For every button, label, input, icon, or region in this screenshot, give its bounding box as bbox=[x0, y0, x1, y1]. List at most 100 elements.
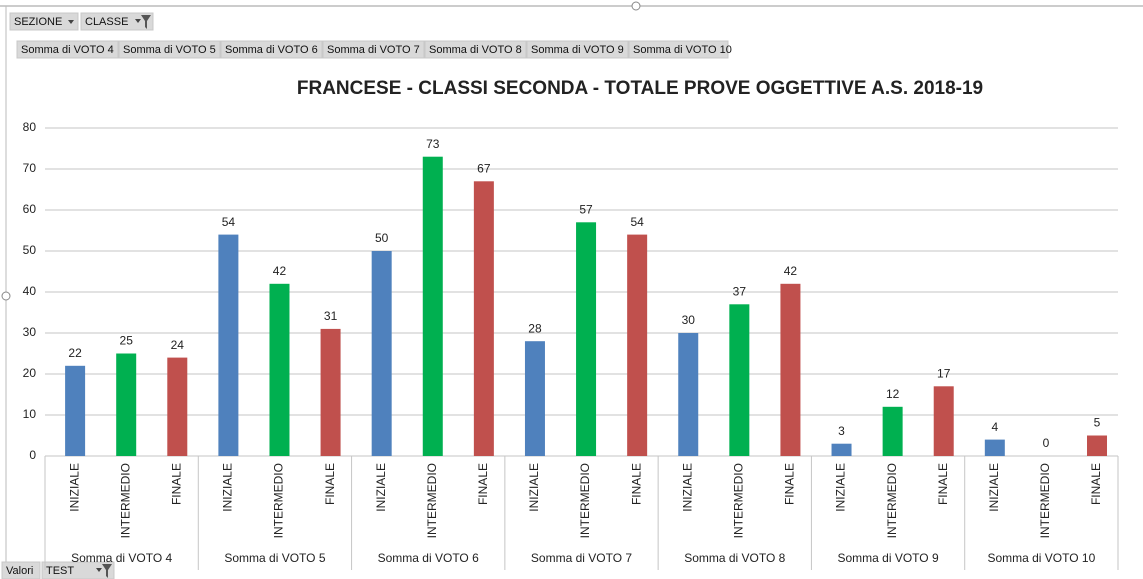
dropdown-arrow bbox=[96, 568, 102, 572]
pivot-button-label: Somma di VOTO 8 bbox=[429, 44, 522, 56]
data-label: 37 bbox=[733, 284, 747, 298]
x-tick-label: FINALE bbox=[629, 463, 643, 505]
bar bbox=[729, 304, 750, 456]
data-label: 67 bbox=[477, 161, 491, 175]
pivot-button[interactable] bbox=[1, 561, 41, 579]
bar bbox=[627, 234, 648, 456]
data-label: 5 bbox=[1094, 416, 1101, 430]
x-tick-label: FINALE bbox=[783, 463, 797, 505]
x-tick-label: FINALE bbox=[323, 463, 337, 505]
filter-icon bbox=[102, 564, 112, 578]
bar bbox=[218, 234, 239, 456]
pivot-button[interactable] bbox=[9, 12, 79, 31]
x-tick-label: INTERMEDIO bbox=[885, 463, 899, 538]
chart-title: FRANCESE - CLASSI SECONDA - TOTALE PROVE… bbox=[297, 78, 983, 99]
x-group-label: Somma di VOTO 4 bbox=[71, 551, 172, 565]
data-label: 0 bbox=[1043, 436, 1050, 450]
data-label: 25 bbox=[120, 334, 134, 348]
pivot-button[interactable] bbox=[80, 12, 154, 31]
x-tick-label: INIZIALE bbox=[834, 463, 848, 512]
pivot-button[interactable] bbox=[526, 40, 629, 59]
x-tick-label: INIZIALE bbox=[987, 463, 1001, 512]
x-group-label: Somma di VOTO 10 bbox=[987, 551, 1095, 565]
pivot-button-label: Somma di VOTO 7 bbox=[327, 44, 420, 56]
pivot-button-label: Valori bbox=[6, 565, 33, 577]
dropdown-arrow bbox=[68, 20, 74, 24]
x-tick-label: INTERMEDIO bbox=[732, 463, 746, 538]
y-tick-label: 40 bbox=[23, 284, 37, 298]
data-label: 54 bbox=[630, 215, 644, 229]
pivot-button-label: TEST bbox=[46, 565, 74, 577]
bar bbox=[678, 333, 699, 456]
bar bbox=[371, 251, 392, 456]
bar bbox=[780, 283, 801, 456]
bar bbox=[933, 386, 954, 456]
x-tick-label: FINALE bbox=[936, 463, 950, 505]
bar bbox=[473, 181, 494, 457]
bar bbox=[882, 406, 903, 456]
bar bbox=[984, 439, 1005, 456]
pivot-button-label: Somma di VOTO 5 bbox=[123, 44, 216, 56]
data-label: 57 bbox=[579, 202, 593, 216]
x-tick-label: INIZIALE bbox=[374, 463, 388, 512]
data-label: 28 bbox=[528, 321, 542, 335]
y-tick-label: 20 bbox=[23, 366, 37, 380]
data-label: 73 bbox=[426, 137, 440, 151]
pivot-button-label: Somma di VOTO 4 bbox=[21, 44, 114, 56]
y-tick-label: 70 bbox=[23, 161, 37, 175]
x-tick-label: FINALE bbox=[169, 463, 183, 505]
pivot-button[interactable] bbox=[628, 40, 729, 59]
x-tick-label: FINALE bbox=[1089, 463, 1103, 505]
x-tick-label: INTERMEDIO bbox=[272, 463, 286, 538]
pivot-button[interactable] bbox=[220, 40, 323, 59]
data-label: 42 bbox=[273, 264, 287, 278]
data-label: 24 bbox=[171, 338, 185, 352]
pivot-button-label: Somma di VOTO 10 bbox=[633, 44, 732, 56]
pivot-button[interactable] bbox=[16, 40, 119, 59]
data-label: 3 bbox=[838, 424, 845, 438]
pivot-button-label: CLASSE bbox=[85, 16, 128, 28]
data-label: 54 bbox=[222, 215, 236, 229]
pivot-button-label: Somma di VOTO 9 bbox=[531, 44, 624, 56]
bar bbox=[831, 443, 852, 456]
bar bbox=[269, 283, 290, 456]
x-group-label: Somma di VOTO 5 bbox=[224, 551, 325, 565]
dropdown-arrow bbox=[135, 19, 141, 23]
pivot-button[interactable] bbox=[41, 561, 115, 579]
y-tick-label: 30 bbox=[23, 325, 37, 339]
filter-icon bbox=[141, 15, 151, 29]
data-label: 42 bbox=[784, 264, 798, 278]
data-label: 4 bbox=[991, 420, 998, 434]
x-tick-label: INIZIALE bbox=[680, 463, 694, 512]
x-tick-label: INIZIALE bbox=[67, 463, 81, 512]
y-tick-label: 10 bbox=[23, 407, 37, 421]
bar bbox=[320, 328, 341, 456]
y-tick-label: 80 bbox=[23, 120, 37, 134]
bar bbox=[576, 222, 597, 456]
data-label: 17 bbox=[937, 366, 951, 380]
bar bbox=[167, 357, 188, 456]
bar bbox=[65, 365, 86, 456]
bar bbox=[422, 156, 443, 456]
x-group-label: Somma di VOTO 7 bbox=[531, 551, 632, 565]
bar bbox=[116, 353, 137, 456]
resize-handle[interactable] bbox=[1, 291, 11, 301]
x-group-label: Somma di VOTO 6 bbox=[378, 551, 479, 565]
pivot-button[interactable] bbox=[118, 40, 221, 59]
x-group-label: Somma di VOTO 8 bbox=[684, 551, 785, 565]
x-tick-label: INTERMEDIO bbox=[578, 463, 592, 538]
data-label: 12 bbox=[886, 387, 900, 401]
x-tick-label: INTERMEDIO bbox=[1038, 463, 1052, 538]
pivot-button[interactable] bbox=[424, 40, 527, 59]
x-group-label: Somma di VOTO 9 bbox=[837, 551, 938, 565]
y-tick-label: 60 bbox=[23, 202, 37, 216]
x-tick-label: INIZIALE bbox=[527, 463, 541, 512]
data-label: 30 bbox=[682, 313, 696, 327]
resize-handle[interactable] bbox=[631, 1, 641, 11]
x-tick-label: INTERMEDIO bbox=[425, 463, 439, 538]
y-tick-label: 0 bbox=[29, 448, 36, 462]
pivot-button[interactable] bbox=[322, 40, 425, 59]
data-label: 50 bbox=[375, 231, 389, 245]
y-tick-label: 50 bbox=[23, 243, 37, 257]
